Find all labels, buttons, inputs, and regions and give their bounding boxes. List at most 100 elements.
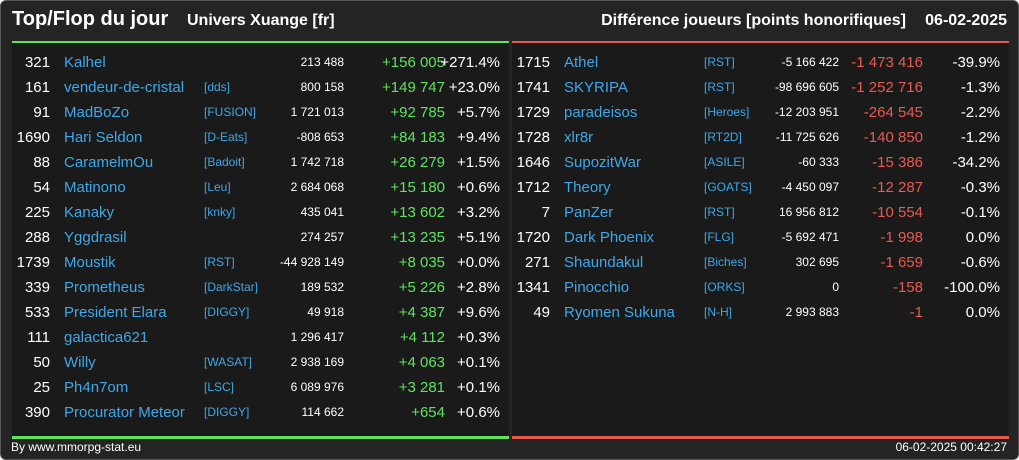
flop-list-row: 1646 SupozitWar [ASILE] -60 333 -15 386 -34.2… — [512, 150, 1009, 175]
top-list-row: 54 Matinono [Leu] 2 684 068 +15 180 +0.6% — [12, 175, 509, 200]
alliance-tag-link[interactable]: [N-H] — [704, 305, 732, 319]
points-difference: +5 226 — [398, 279, 445, 296]
player-points: -5 692 471 — [781, 230, 839, 244]
player-name-link[interactable]: Ryomen Sukuna — [564, 304, 675, 321]
player-name-link[interactable]: SKYRIPA — [564, 79, 628, 96]
alliance-tag-link[interactable]: [RST] — [704, 55, 735, 69]
player-rank: 321 — [24, 54, 50, 71]
alliance-tag-link[interactable]: [RST] — [204, 255, 235, 269]
alliance-tag-link[interactable]: [Heroes] — [704, 105, 750, 119]
alliance-tag-link[interactable]: [ORKS] — [704, 280, 745, 294]
alliance-tag-link[interactable]: [FLG] — [704, 230, 735, 244]
player-name-link[interactable]: PanZer — [564, 204, 614, 221]
player-rank: 1341 — [516, 279, 550, 296]
player-name-link[interactable]: vendeur-de-cristal — [64, 79, 185, 96]
player-name-link[interactable]: Hari Seldon — [64, 129, 143, 146]
alliance-tag-link[interactable]: [dds] — [204, 80, 231, 94]
player-name-link[interactable]: xlr8r — [564, 129, 594, 146]
points-difference: -15 386 — [872, 154, 923, 171]
alliance-tag-link[interactable]: [GOATS] — [704, 180, 752, 194]
player-name-link[interactable]: Pinocchio — [564, 279, 630, 296]
alliance-tag-link[interactable]: [knky] — [204, 205, 236, 219]
alliance-tag-link[interactable]: [RST] — [704, 205, 735, 219]
player-name-link[interactable]: Prometheus — [64, 279, 145, 296]
player-name-link[interactable]: Procurator Meteor — [64, 404, 185, 421]
metric-label: Différence joueurs [points honorifiques] — [601, 12, 906, 29]
player-name-link[interactable]: Shaundakul — [564, 254, 644, 271]
player-rank: 161 — [24, 79, 50, 96]
player-name-link[interactable]: CaramelmOu — [64, 154, 154, 171]
top-list-row: 111 galactica621 1 296 417 +4 112 +0.3% — [12, 325, 509, 350]
alliance-tag-link[interactable]: [Biches] — [704, 255, 747, 269]
flop-list: 1715 Athel [RST] -5 166 422 -1 473 416 -39.9%… — [512, 50, 1009, 325]
points-difference: -10 554 — [872, 204, 923, 221]
percent-change: -39.9% — [952, 54, 1000, 71]
alliance-tag-link[interactable]: [FUSION] — [204, 105, 257, 119]
percent-change: +2.8% — [457, 279, 500, 296]
points-difference: -1 659 — [880, 254, 923, 271]
percent-change: +0.3% — [457, 329, 500, 346]
player-name-link[interactable]: President Elara — [64, 304, 167, 321]
points-difference: +3 281 — [398, 379, 445, 396]
player-name-link[interactable]: paradeisos — [564, 104, 638, 121]
top-panel: 321 Kalhel 213 488 +156 005 +271.4% 161 vendeu… — [12, 41, 509, 439]
points-difference: -1 252 716 — [851, 79, 923, 96]
player-name-link[interactable]: Athel — [564, 54, 599, 71]
alliance-tag-link[interactable]: [ASILE] — [704, 155, 745, 169]
player-rank: 1715 — [516, 54, 550, 71]
flop-list-row: 1729 paradeisos [Heroes] -12 203 951 -264 54… — [512, 100, 1009, 125]
player-name-link[interactable]: Moustik — [64, 254, 116, 271]
player-name-link[interactable]: Theory — [564, 179, 611, 196]
points-difference: -264 545 — [863, 104, 923, 121]
flop-list-row: 1741 SKYRIPA [RST] -98 696 605 -1 252 716 -1.… — [512, 75, 1009, 100]
alliance-tag-link[interactable]: [Badoit] — [204, 155, 245, 169]
player-rank: 1690 — [16, 129, 50, 146]
player-name-link[interactable]: Kalhel — [64, 54, 106, 71]
top-list-row: 288 Yggdrasil 274 257 +13 235 +5.1% — [12, 225, 509, 250]
top-list-row: 1739 Moustik [RST] -44 928 149 +8 035 +0.0% — [12, 250, 509, 275]
player-name-link[interactable]: galactica621 — [64, 329, 149, 346]
player-name-link[interactable]: Yggdrasil — [64, 229, 127, 246]
points-difference: +84 183 — [390, 129, 445, 146]
top-list-row: 390 Procurator Meteor [DIGGY] 114 662 +654 +0… — [12, 400, 509, 425]
player-name-link[interactable]: MadBoZo — [64, 104, 130, 121]
percent-change: +271.4% — [440, 54, 500, 71]
points-difference: -140 850 — [863, 129, 923, 146]
player-points: 2 993 883 — [785, 305, 839, 319]
percent-change: -34.2% — [952, 154, 1000, 171]
percent-change: -1.2% — [960, 129, 1000, 146]
alliance-tag-link[interactable]: [D-Eats] — [204, 130, 248, 144]
player-points: 49 918 — [307, 305, 344, 319]
alliance-tag-link[interactable]: [WASAT] — [204, 355, 252, 369]
percent-change: +0.1% — [457, 354, 500, 371]
alliance-tag-link[interactable]: [DIGGY] — [204, 305, 250, 319]
player-points: 0 — [832, 280, 839, 294]
player-points: 1 296 417 — [290, 330, 344, 344]
flop-list-row: 7 PanZer [RST] 16 956 812 -10 554 -0.1% — [512, 200, 1009, 225]
player-name-link[interactable]: Matinono — [64, 179, 126, 196]
alliance-tag-link[interactable]: [Leu] — [204, 180, 231, 194]
flop-list-row: 1712 Theory [GOATS] -4 450 097 -12 287 -0.3% — [512, 175, 1009, 200]
player-rank: 339 — [24, 279, 50, 296]
player-rank: 50 — [33, 354, 50, 371]
alliance-tag-link[interactable]: [RT2D] — [704, 130, 742, 144]
player-rank: 1712 — [516, 179, 550, 196]
alliance-tag-link[interactable]: [DarkStar] — [204, 280, 259, 294]
player-name-link[interactable]: Dark Phoenix — [564, 229, 655, 246]
footer-source-link[interactable]: By www.mmorpg-stat.eu — [11, 440, 142, 454]
percent-change: +0.6% — [457, 404, 500, 421]
player-points: 274 257 — [300, 230, 344, 244]
player-rank: 1720 — [516, 229, 550, 246]
player-name-link[interactable]: Kanaky — [64, 204, 115, 221]
alliance-tag-link[interactable]: [RST] — [704, 80, 735, 94]
alliance-tag-link[interactable]: [LSC] — [204, 380, 235, 394]
points-difference: -158 — [892, 279, 923, 296]
points-difference: +26 279 — [390, 154, 445, 171]
player-rank: 88 — [33, 154, 50, 171]
top-list-row: 339 Prometheus [DarkStar] 189 532 +5 226 +2.8… — [12, 275, 509, 300]
player-name-link[interactable]: Ph4n7om — [64, 379, 129, 396]
alliance-tag-link[interactable]: [DIGGY] — [204, 405, 250, 419]
player-name-link[interactable]: SupozitWar — [564, 154, 641, 171]
player-points: 435 041 — [300, 205, 344, 219]
player-name-link[interactable]: Willy — [64, 354, 96, 371]
